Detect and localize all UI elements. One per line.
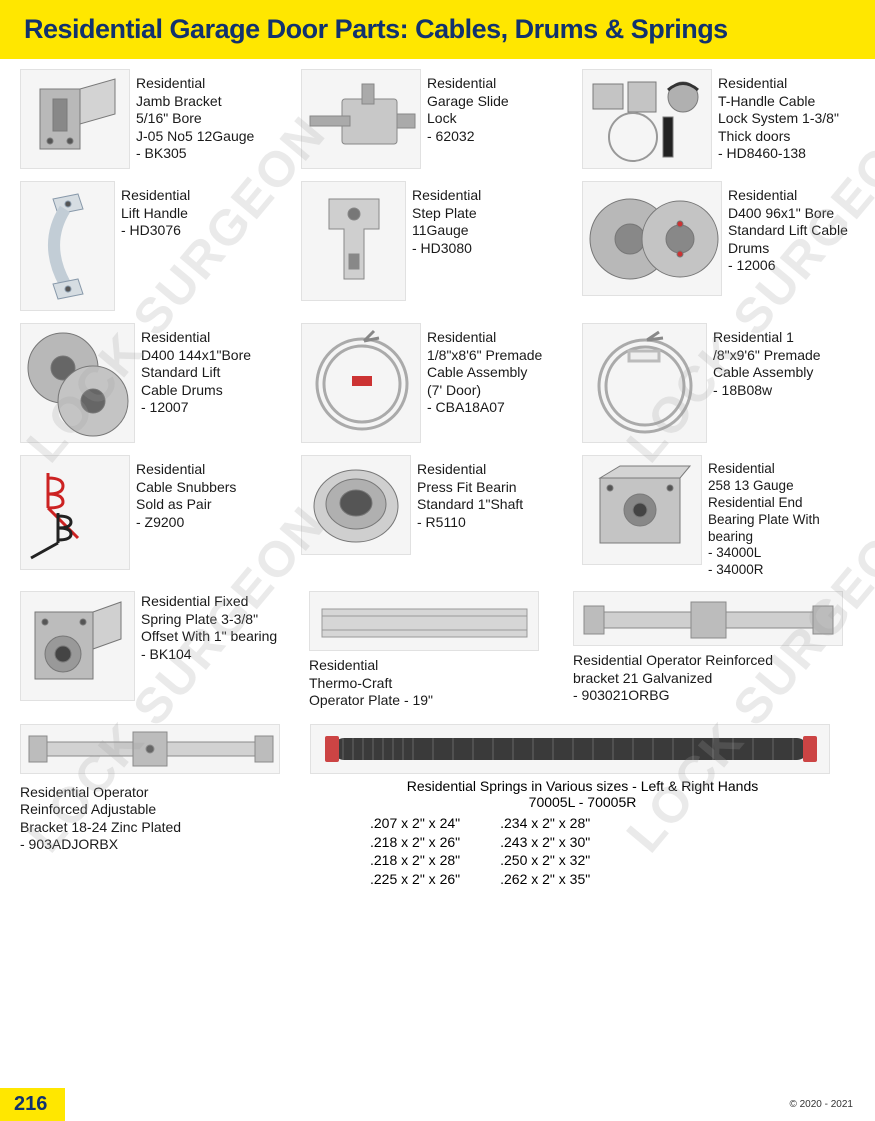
- product-cell: Residential Operator Reinforced Adjustab…: [20, 724, 290, 890]
- product-cell: Residential 1/8"x8'6" Premade Cable Asse…: [301, 323, 574, 443]
- product-image-thandle-system: [582, 69, 712, 169]
- product-image-spring-plate: [20, 591, 135, 701]
- product-image-cable-assembly-7ft: [301, 323, 421, 443]
- catalog-content: Residential Jamb Bracket 5/16" Bore J-05…: [0, 59, 875, 889]
- page-number: 216: [0, 1088, 65, 1121]
- product-cell: Residential D400 96x1" Bore Standard Lif…: [582, 181, 855, 311]
- product-image-cable-assembly-9ft: [582, 323, 707, 443]
- product-desc: Residential Step Plate 11Gauge - HD3080: [412, 181, 481, 257]
- product-image-cable-snubbers: [20, 455, 130, 570]
- product-desc: Residential Press Fit Bearin Standard 1"…: [417, 455, 523, 531]
- product-image-torsion-spring: [310, 724, 830, 774]
- product-row: Residential Lift Handle - HD3076 Residen…: [20, 181, 855, 311]
- springs-sizes: .207 x 2" x 24" .218 x 2" x 26" .218 x 2…: [310, 814, 855, 890]
- product-desc: Residential Operator Reinforced Adjustab…: [20, 778, 290, 854]
- product-desc: Residential 1/8"x8'6" Premade Cable Asse…: [427, 323, 542, 417]
- springs-col-2: .234 x 2" x 28" .243 x 2" x 30" .250 x 2…: [500, 814, 590, 890]
- product-cell: Residential D400 144x1"Bore Standard Lif…: [20, 323, 293, 443]
- page-title: Residential Garage Door Parts: Cables, D…: [24, 14, 851, 45]
- product-cell: Residential Fixed Spring Plate 3-3/8" Of…: [20, 591, 295, 710]
- product-row: Residential Fixed Spring Plate 3-3/8" Of…: [20, 591, 855, 710]
- copyright: © 2020 - 2021: [789, 1099, 875, 1110]
- product-row: Residential D400 144x1"Bore Standard Lif…: [20, 323, 855, 443]
- product-image-adjustable-bracket: [20, 724, 280, 774]
- product-desc: Residential Operator Reinforced bracket …: [573, 650, 855, 705]
- product-image-end-bearing-plate: [582, 455, 702, 565]
- product-cell: Residential Garage Slide Lock - 62032: [301, 69, 574, 169]
- product-desc: Residential Lift Handle - HD3076: [121, 181, 190, 240]
- springs-col-1: .207 x 2" x 24" .218 x 2" x 26" .218 x 2…: [370, 814, 460, 890]
- product-cell: Residential Jamb Bracket 5/16" Bore J-05…: [20, 69, 293, 169]
- product-desc: Residential D400 144x1"Bore Standard Lif…: [141, 323, 251, 417]
- product-image-slide-lock: [301, 69, 421, 169]
- product-cell: Residential 1 /8"x9'6" Premade Cable Ass…: [582, 323, 855, 443]
- product-image-step-plate: [301, 181, 406, 301]
- product-desc: Residential D400 96x1" Bore Standard Lif…: [728, 181, 848, 275]
- product-image-jamb-bracket: [20, 69, 130, 169]
- product-cell: Residential Thermo-Craft Operator Plate …: [309, 591, 559, 710]
- product-row: Residential Operator Reinforced Adjustab…: [20, 724, 855, 890]
- product-desc: Residential 1 /8"x9'6" Premade Cable Ass…: [713, 323, 821, 399]
- product-desc: Residential Cable Snubbers Sold as Pair …: [136, 455, 236, 531]
- page-footer: 216 © 2020 - 2021: [0, 1088, 875, 1120]
- product-desc: Residential 258 13 Gauge Residential End…: [708, 455, 820, 579]
- product-image-lift-handle: [20, 181, 115, 311]
- springs-title: Residential Springs in Various sizes - L…: [310, 778, 855, 794]
- product-cell: Residential Press Fit Bearin Standard 1"…: [301, 455, 574, 579]
- product-cell: Residential Operator Reinforced bracket …: [573, 591, 855, 710]
- product-cell-springs: Residential Springs in Various sizes - L…: [310, 724, 855, 890]
- product-cell: Residential Step Plate 11Gauge - HD3080: [301, 181, 574, 311]
- product-cell: Residential T-Handle Cable Lock System 1…: [582, 69, 855, 169]
- product-row: Residential Jamb Bracket 5/16" Bore J-05…: [20, 69, 855, 169]
- product-image-cable-drums-144: [20, 323, 135, 443]
- product-cell: Residential Lift Handle - HD3076: [20, 181, 293, 311]
- product-desc: Residential Thermo-Craft Operator Plate …: [309, 655, 559, 710]
- product-row: Residential Cable Snubbers Sold as Pair …: [20, 455, 855, 579]
- product-desc: Residential T-Handle Cable Lock System 1…: [718, 69, 839, 163]
- product-desc: Residential Garage Slide Lock - 62032: [427, 69, 509, 145]
- product-image-cable-drums-96: [582, 181, 722, 296]
- product-desc: Residential Jamb Bracket 5/16" Bore J-05…: [136, 69, 254, 163]
- page-header: Residential Garage Door Parts: Cables, D…: [0, 0, 875, 59]
- product-image-reinforced-bracket-21: [573, 591, 843, 646]
- product-cell: Residential 258 13 Gauge Residential End…: [582, 455, 855, 579]
- product-cell: Residential Cable Snubbers Sold as Pair …: [20, 455, 293, 579]
- product-image-press-fit-bearing: [301, 455, 411, 555]
- springs-subtitle: 70005L - 70005R: [310, 794, 855, 810]
- product-desc: Residential Fixed Spring Plate 3-3/8" Of…: [141, 591, 277, 663]
- product-image-thermocraft-plate: [309, 591, 539, 651]
